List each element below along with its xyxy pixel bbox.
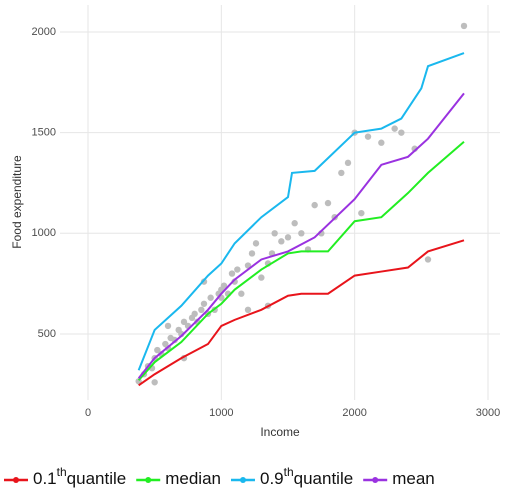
point (238, 290, 245, 297)
legend-swatch-dot (145, 477, 152, 483)
point (244, 306, 252, 314)
legend-swatch-dot (239, 477, 246, 483)
legend-text: 0.9 (260, 469, 284, 488)
point (298, 230, 305, 237)
point (191, 310, 198, 318)
legend-label: median (165, 469, 221, 488)
y-tick-label: 1500 (32, 127, 56, 139)
legend-text: 0.1 (33, 469, 57, 488)
point (271, 230, 278, 237)
legend-swatch-dot (13, 477, 19, 483)
point (278, 238, 285, 245)
x-tick-label: 0 (85, 407, 91, 419)
y-tick-label: 1000 (32, 227, 56, 239)
legend-text: quantile (67, 469, 127, 488)
point (378, 139, 385, 146)
x-tick-label: 1000 (209, 407, 233, 419)
point (207, 294, 214, 301)
legend-text: mean (392, 469, 435, 488)
point (398, 129, 405, 136)
point (151, 379, 158, 386)
point (460, 22, 468, 30)
line (137, 140, 465, 381)
legend-text: median (165, 469, 221, 488)
point (344, 159, 352, 167)
point (324, 199, 332, 207)
point (284, 234, 292, 241)
line (138, 239, 465, 387)
y-tick-label: 2000 (32, 26, 56, 38)
point (180, 318, 188, 326)
point (228, 270, 236, 277)
legend-swatch-dot (372, 477, 379, 483)
point (198, 306, 205, 314)
point (200, 300, 208, 307)
point (391, 125, 398, 132)
point (364, 133, 372, 140)
point (164, 322, 172, 330)
legend-label: mean (392, 469, 435, 488)
legend-label: 0.9thquantile (260, 465, 353, 488)
x-tick-label: 3000 (476, 407, 500, 419)
point (291, 220, 298, 227)
line (137, 92, 465, 379)
legend-text: th (57, 465, 67, 479)
point (234, 266, 241, 273)
point (248, 250, 256, 257)
point (424, 256, 432, 263)
point (338, 169, 345, 177)
point (154, 346, 161, 354)
x-axis-label: Income (260, 425, 300, 439)
y-axis-label: Food expenditure (10, 155, 24, 249)
point (358, 209, 365, 217)
legend-text: th (284, 465, 294, 479)
y-tick-label: 500 (38, 328, 56, 340)
legend-text: quantile (294, 469, 354, 488)
point (252, 240, 260, 247)
point (258, 274, 265, 281)
legend-label: 0.1thquantile (33, 465, 126, 488)
point (311, 201, 318, 209)
x-tick-label: 2000 (342, 407, 366, 419)
line (137, 52, 465, 371)
